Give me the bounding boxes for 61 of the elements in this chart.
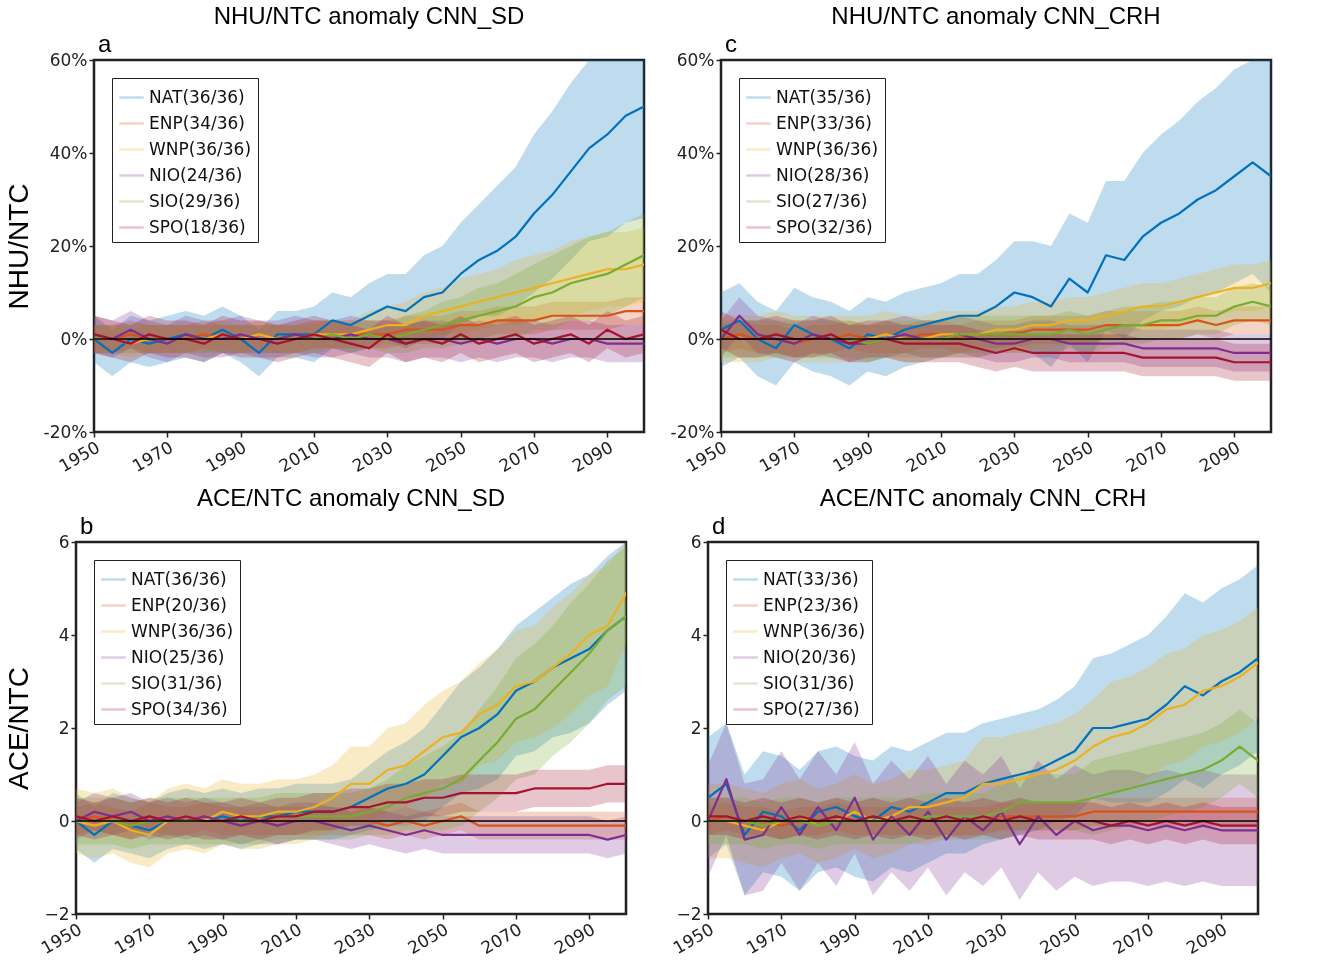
legend-label: NIO(20/36) [763,646,857,667]
text: a [98,30,112,57]
y-tick-label: 0 [690,810,702,831]
y-axis-title: NHU/NTC [2,183,34,310]
y-tick-label: 40% [49,142,88,163]
line-series [76,782,626,823]
legend-label: NAT(33/36) [763,568,859,589]
y-tick-label: 6 [690,531,702,552]
legend-label: SIO(27/36) [776,190,868,211]
y-tick-label: −2 [676,903,702,924]
y-tick-label: -20% [43,421,88,442]
legend-label: NAT(35/36) [776,86,872,107]
chart-title: NHU/NTC anomaly CNN_CRH [831,2,1161,29]
legend-label: WNP(36/36) [131,620,234,641]
chart-title: NHU/NTC anomaly CNN_SD [213,2,525,29]
y-tick-label: 20% [676,235,715,256]
legend-label: NIO(24/36) [149,164,243,185]
text: b [80,512,94,539]
y-tick-label: 4 [58,624,70,645]
legend-label: SIO(31/36) [131,672,223,693]
legend-label: WNP(36/36) [776,138,879,159]
y-tick-label: 20% [49,235,88,256]
y-tick-label: −2 [44,903,70,924]
line-series [721,328,1271,364]
legend-label: WNP(36/36) [763,620,866,641]
legend-label: ENP(34/36) [149,112,245,133]
legend-label: WNP(36/36) [149,138,252,159]
legend-label: NAT(36/36) [131,568,227,589]
y-tick-label: 0 [58,810,70,831]
y-tick-label: 60% [49,49,88,70]
line-series [721,161,1271,350]
y-tick-label: 2 [690,717,702,738]
text: d [712,512,726,539]
legend-label: SPO(18/36) [149,216,246,237]
y-tick-label: 4 [690,624,702,645]
y-axis-title: ACE/NTC [3,667,35,790]
legend-label: SPO(27/36) [763,698,860,719]
legend-label: ENP(33/36) [776,112,872,133]
legend-label: SIO(31/36) [763,672,855,693]
legend-label: NAT(36/36) [149,86,245,107]
chart-title: ACE/NTC anomaly CNN_CRH [819,484,1147,511]
legend-label: SPO(34/36) [131,698,228,719]
legend-label: ENP(23/36) [763,594,859,615]
y-tick-label: 40% [676,142,715,163]
y-tick-label: 0% [687,328,715,349]
line-series [76,810,626,841]
y-tick-label: 6 [58,531,70,552]
y-tick-label: 2 [58,717,70,738]
legend-label: SPO(32/36) [776,216,873,237]
line-series [94,105,644,355]
text: c [725,30,737,57]
legend-label: ENP(20/36) [131,594,227,615]
y-tick-label: -20% [670,421,715,442]
line-series [94,328,644,350]
legend-label: NIO(25/36) [131,646,225,667]
legend-label: SIO(29/36) [149,190,241,211]
legend-label: NIO(28/36) [776,164,870,185]
y-tick-label: 0% [60,328,88,349]
y-tick-label: 60% [676,49,715,70]
chart-title: ACE/NTC anomaly CNN_SD [196,484,506,511]
line-series [708,778,1258,846]
